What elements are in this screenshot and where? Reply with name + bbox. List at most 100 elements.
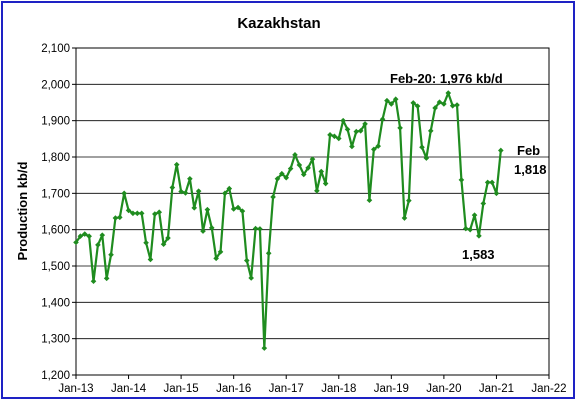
chart-frame: Kazakhstan Production kb/d 1,200 1,300 1,4… (1, 1, 575, 399)
data-point (125, 207, 132, 214)
data-point (292, 152, 298, 158)
data-point (318, 168, 325, 175)
data-point (476, 233, 482, 239)
y-tick-label: 1,700 (41, 188, 70, 200)
data-point (384, 97, 390, 104)
line-chart: Kazakhstan Production kb/d 1,200 1,300 1,4… (15, 15, 567, 395)
data-point (130, 210, 136, 217)
y-tick-label: 1,500 (41, 261, 70, 273)
gridlines (76, 83, 549, 340)
data-point (217, 249, 224, 255)
x-tick-label: Jan-16 (216, 383, 251, 395)
data-point (252, 225, 259, 232)
data-point (187, 176, 193, 182)
data-point (449, 102, 456, 109)
data-point (392, 96, 399, 103)
data-point (471, 212, 478, 218)
data-point (116, 214, 123, 221)
data-point (401, 215, 408, 221)
data-point (489, 179, 495, 186)
data-point (436, 99, 443, 105)
x-tick-label: Jan-20 (426, 383, 461, 395)
data-point (73, 239, 79, 246)
x-tick-label: Jan-13 (58, 383, 93, 395)
data-point (200, 228, 206, 234)
data-point (108, 251, 114, 258)
data-point (454, 102, 460, 108)
data-point (498, 147, 504, 154)
x-tick-label: Jan-22 (531, 383, 566, 395)
data-point (335, 135, 342, 142)
chart-title: Kazakhstan (237, 15, 320, 32)
data-point (99, 232, 106, 238)
annotation-peak: Feb-20: 1,976 kb/d (390, 71, 503, 86)
data-point (349, 143, 355, 150)
data-point (427, 128, 434, 134)
data-point (462, 225, 469, 232)
data-point (419, 144, 425, 150)
data-point (226, 185, 233, 192)
data-point (388, 101, 395, 107)
x-tick-label: Jan-21 (479, 383, 514, 395)
data-point (414, 103, 421, 109)
data-point (279, 170, 285, 177)
data-point (112, 215, 119, 221)
data-point (357, 128, 364, 134)
data-point (239, 208, 246, 214)
data-point (235, 204, 241, 211)
data-point (344, 126, 351, 133)
y-tick-label: 1,900 (41, 116, 70, 128)
data-point (353, 128, 360, 135)
data-point (371, 146, 377, 153)
data-point (213, 255, 219, 262)
y-tick-label: 1,300 (41, 334, 70, 346)
data-point (287, 165, 294, 172)
data-point (121, 190, 127, 197)
data-point (81, 231, 88, 237)
data-point (156, 209, 163, 216)
data-point (95, 242, 101, 248)
data-point (305, 165, 311, 171)
x-tick-label: Jan-15 (164, 383, 199, 395)
data-point (379, 116, 386, 123)
x-tick-label: Jan-17 (269, 383, 304, 395)
data-point (208, 225, 215, 231)
data-point (480, 200, 487, 207)
plot-area-border (75, 47, 550, 376)
data-point (90, 278, 97, 285)
annotation-latest-month: Feb (517, 143, 540, 158)
data-point (296, 162, 303, 168)
data-point (406, 197, 412, 204)
data-point (423, 155, 430, 161)
data-point (362, 121, 368, 127)
data-point (397, 125, 403, 131)
data-point (191, 205, 198, 211)
data-point (261, 345, 268, 351)
data-point (173, 161, 180, 168)
data-point (493, 190, 500, 197)
data-point (467, 226, 473, 233)
data-point (147, 256, 154, 263)
x-tick-label: Jan-18 (321, 383, 356, 395)
y-axis-ticks: 1,200 1,300 1,400 1,500 1,600 1,700 1,800 1,900… (41, 43, 76, 382)
y-tick-label: 2,100 (41, 43, 70, 55)
x-tick-label: Jan-19 (374, 383, 409, 395)
data-point (244, 257, 250, 264)
data-point (309, 156, 316, 162)
data-point (432, 105, 438, 111)
data-point (484, 179, 491, 186)
data-point (375, 143, 381, 149)
y-tick-label: 1,400 (41, 297, 70, 309)
annotation-low: 1,583 (462, 247, 495, 262)
data-point (322, 180, 329, 187)
data-point (195, 188, 202, 194)
y-tick-label: 2,000 (41, 79, 70, 91)
data-point (445, 90, 452, 96)
data-point (230, 206, 237, 212)
data-point (270, 194, 276, 200)
annotation-latest-value: 1,818 (514, 162, 547, 177)
data-point (77, 233, 84, 240)
data-point (366, 197, 373, 204)
data-point (331, 133, 338, 140)
data-point (143, 239, 149, 246)
